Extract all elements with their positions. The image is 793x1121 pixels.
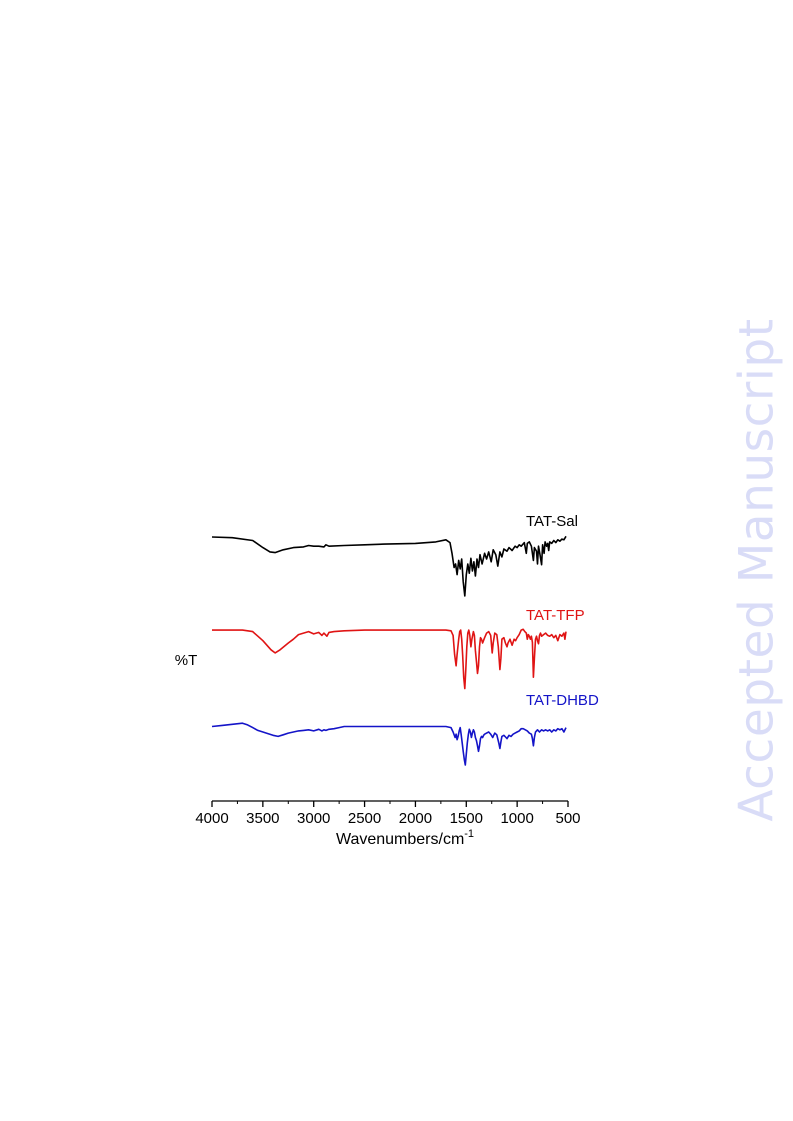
series-line-tat-tfp — [212, 628, 567, 690]
x-tick-label-2500: 2500 — [348, 810, 381, 827]
x-tick-label-1500: 1500 — [450, 810, 483, 827]
series-labels: TAT-Sal TAT-TFP TAT-DHBD — [526, 513, 599, 709]
x-axis-title-text: Wavenumbers/cm — [336, 831, 464, 848]
series-line-tat-sal — [211, 535, 567, 597]
series-label-tat-sal: TAT-Sal — [526, 513, 578, 530]
x-tick-label-2000: 2000 — [399, 810, 432, 827]
x-axis: 4000 3500 3000 2500 2000 1500 1000 500 — [195, 800, 581, 827]
x-tick-label-500: 500 — [555, 810, 580, 827]
x-tick-label-3500: 3500 — [246, 810, 279, 827]
x-axis-title-superscript: -1 — [464, 828, 474, 840]
accepted-manuscript-watermark: Accepted Manuscript — [729, 318, 785, 822]
x-tick-label-4000: 4000 — [195, 810, 228, 827]
y-axis-label: %T — [175, 652, 198, 669]
x-tick-label-3000: 3000 — [297, 810, 330, 827]
series-layer — [211, 535, 567, 766]
series-label-tat-dhbd: TAT-DHBD — [526, 692, 599, 709]
x-tick-label-1000: 1000 — [500, 810, 533, 827]
series-line-tat-dhbd — [211, 722, 567, 766]
x-axis-title: Wavenumbers/cm-1 — [336, 828, 474, 848]
series-label-tat-tfp: TAT-TFP — [526, 607, 585, 624]
